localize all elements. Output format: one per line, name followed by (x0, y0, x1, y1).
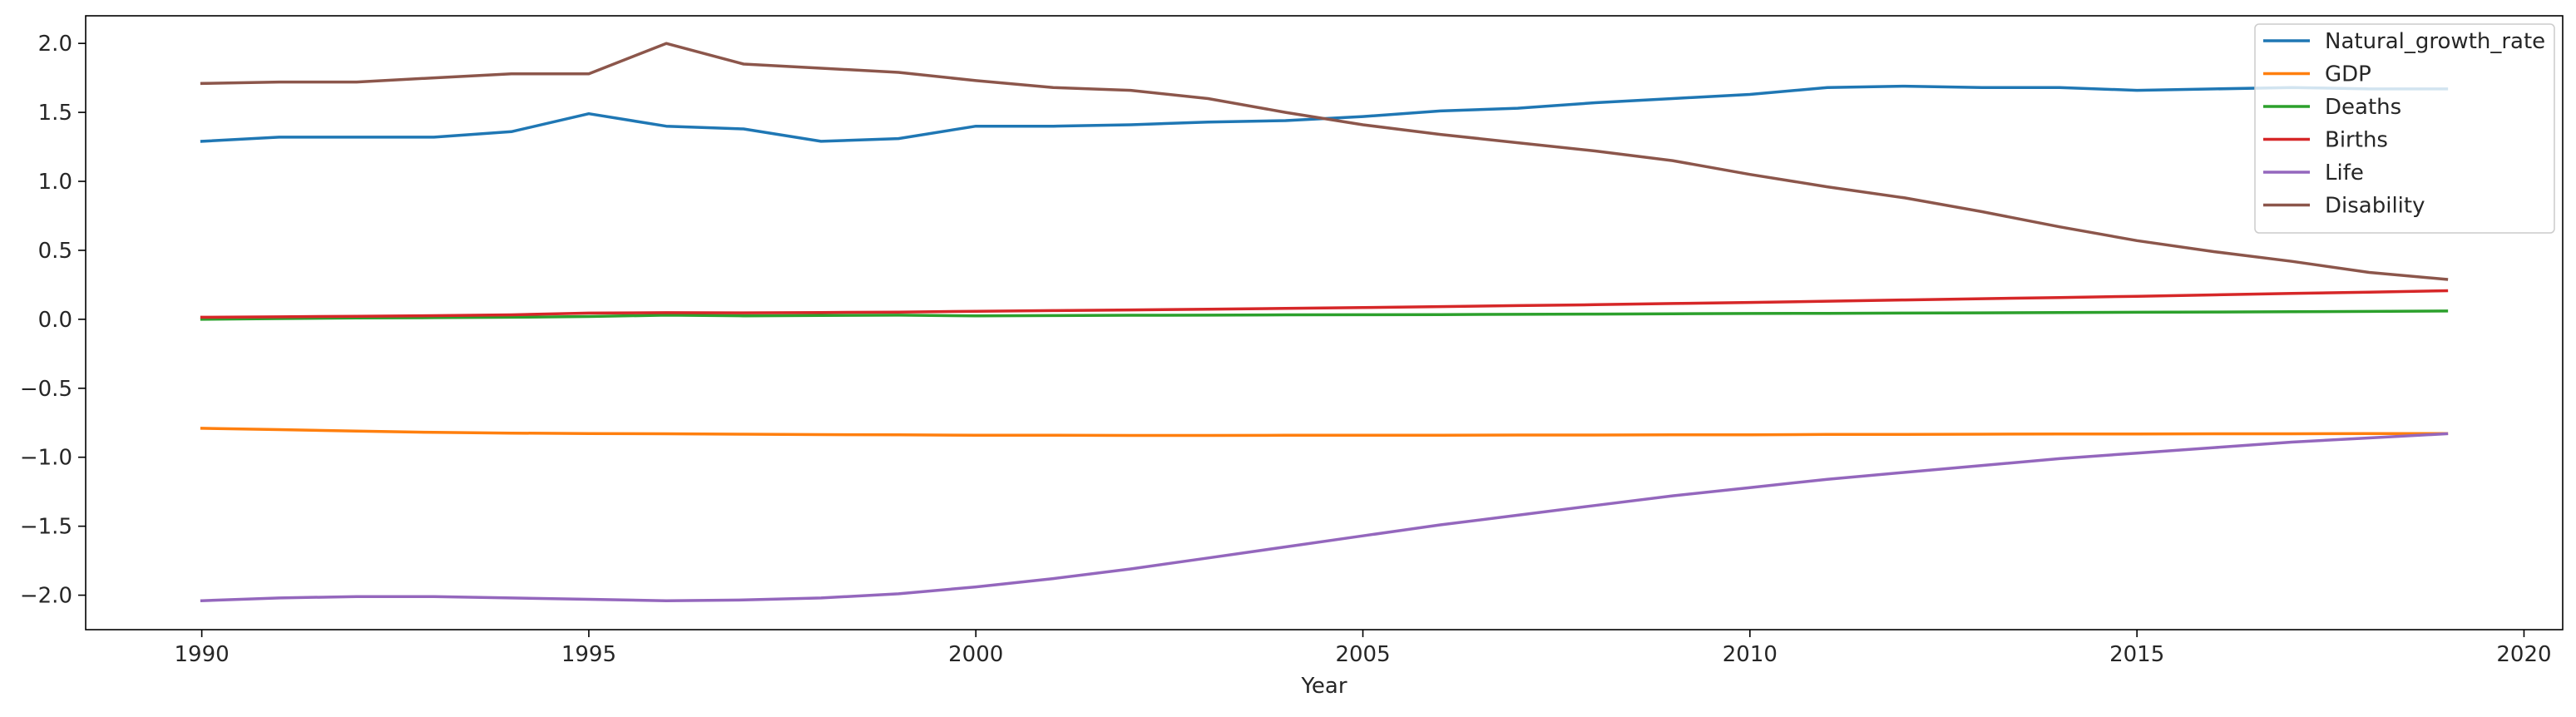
x-tick-label: 2015 (2109, 642, 2164, 667)
legend-label: Life (2325, 161, 2364, 185)
legend-label: Disability (2325, 194, 2425, 219)
y-tick-label: −1.0 (20, 446, 72, 471)
series-line-natural-growth-rate (200, 84, 2449, 143)
y-tick-label: 0.0 (38, 308, 72, 333)
legend-label: GDP (2325, 62, 2371, 87)
x-tick-label: 2005 (1335, 642, 1390, 667)
x-axis-ticks: 1990 1995 2000 2005 2010 2015 2020 (175, 630, 2552, 667)
series-line-disability (200, 42, 2449, 281)
x-tick-label: 2020 (2496, 642, 2551, 667)
legend: Natural_growth_rate GDP Deaths Births Life Di… (2254, 23, 2555, 234)
x-tick-label: 2000 (948, 642, 1003, 667)
y-tick-label: −0.5 (20, 377, 72, 402)
legend-label: Births (2325, 128, 2388, 153)
y-tick-label: −1.5 (20, 515, 72, 540)
series-line-births (200, 289, 2449, 319)
series-line-gdp (200, 427, 2449, 438)
x-axis-label: Year (1300, 674, 1347, 699)
x-tick-label: 2010 (1723, 642, 1777, 667)
series-line-life (200, 432, 2449, 603)
plot-frame (85, 15, 2564, 630)
y-tick-label: 2.0 (38, 32, 72, 57)
x-tick-label: 1990 (175, 642, 230, 667)
legend-box (2254, 23, 2555, 234)
y-tick-label: 1.0 (38, 170, 72, 195)
x-tick-label: 1995 (561, 642, 616, 667)
y-tick-label: 0.5 (38, 239, 72, 264)
y-tick-label: −2.0 (20, 584, 72, 609)
plot-lines (200, 42, 2449, 603)
series-line-deaths (200, 309, 2449, 321)
legend-label: Deaths (2325, 95, 2401, 120)
y-axis-ticks: −2.0 −1.5 −1.0 −0.5 0.0 0.5 1.0 1.5 2.0 (20, 32, 86, 609)
y-tick-label: 1.5 (38, 101, 72, 126)
legend-label: Natural_growth_rate (2325, 29, 2545, 54)
